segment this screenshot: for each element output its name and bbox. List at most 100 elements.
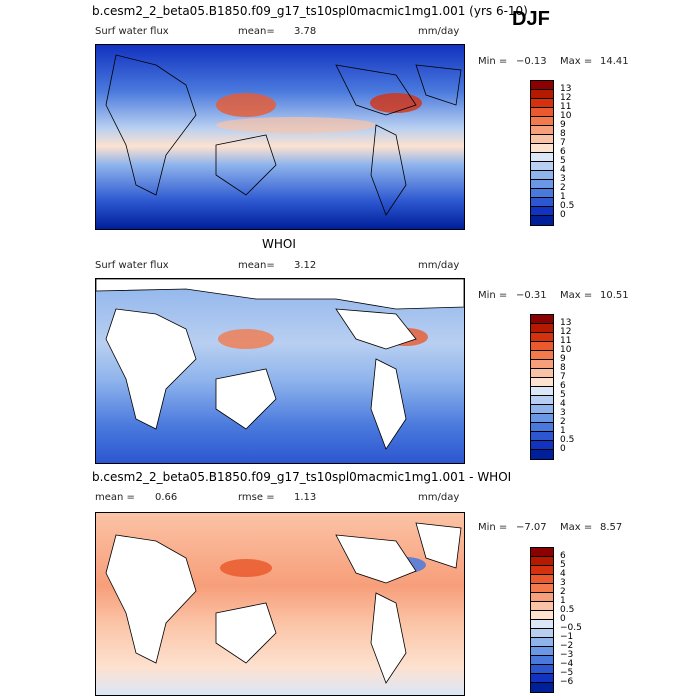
panel1-variable-label: Surf water flux — [95, 26, 169, 37]
panel1-max-label: Max = — [560, 56, 593, 67]
panel1-colorbar — [530, 80, 554, 226]
colorbar-tick-label: 10 — [560, 344, 572, 355]
colorbar-tick-label: −5 — [560, 667, 574, 678]
colorbar-tick-label: 11 — [560, 101, 572, 112]
colorbar-segment — [531, 81, 553, 90]
panel3-title: b.cesm2_2_beta05.B1850.f09_g17_ts10spl0m… — [92, 470, 512, 484]
colorbar-segment — [531, 99, 553, 108]
panel2-mean-label: mean= — [238, 260, 275, 271]
colorbar-segment — [531, 135, 553, 144]
colorbar-tick-label: 0.5 — [560, 200, 575, 211]
colorbar-segment — [531, 117, 553, 126]
colorbar-tick-label: 6 — [560, 146, 566, 157]
panel3-rmse-value: 1.13 — [294, 492, 317, 503]
colorbar-segment — [531, 611, 553, 620]
colorbar-tick-label: 1 — [560, 191, 566, 202]
colorbar-segment — [531, 189, 553, 198]
colorbar-segment — [531, 575, 553, 584]
panel2-max-label: Max = — [560, 290, 593, 301]
colorbar-tick-label: 0.5 — [560, 604, 575, 615]
panel1-min-value: −0.13 — [516, 56, 547, 67]
colorbar-tick-label: 4 — [560, 568, 566, 579]
colorbar-segment — [531, 441, 553, 450]
colorbar-tick-label: 3 — [560, 577, 566, 588]
colorbar-segment — [531, 396, 553, 405]
colorbar-segment — [531, 324, 553, 333]
panel3-map — [95, 512, 465, 696]
colorbar-tick-label: −0.5 — [560, 622, 582, 633]
colorbar-segment — [531, 198, 553, 207]
colorbar-segment — [531, 548, 553, 557]
colorbar-segment — [531, 584, 553, 593]
colorbar-segment — [531, 162, 553, 171]
panel1-mean-value: 3.78 — [294, 26, 317, 37]
colorbar-segment — [531, 566, 553, 575]
colorbar-tick-label: 11 — [560, 335, 572, 346]
panel3-max-label: Max = — [560, 522, 593, 533]
colorbar-tick-label: 5 — [560, 155, 566, 166]
colorbar-segment — [531, 207, 553, 216]
colorbar-segment — [531, 638, 553, 647]
colorbar-segment — [531, 557, 553, 566]
colorbar-tick-label: 2 — [560, 182, 566, 193]
colorbar-segment — [531, 602, 553, 611]
colorbar-segment — [531, 423, 553, 432]
colorbar-tick-label: 3 — [560, 407, 566, 418]
season-label: DJF — [512, 8, 550, 30]
panel2-mean-value: 3.12 — [294, 260, 317, 271]
colorbar-tick-label: 0 — [560, 209, 566, 220]
panel1-max-value: 14.41 — [600, 56, 629, 67]
colorbar-segment — [531, 171, 553, 180]
colorbar-segment — [531, 126, 553, 135]
colorbar-tick-label: 6 — [560, 380, 566, 391]
colorbar-segment — [531, 369, 553, 378]
colorbar-tick-label: 9 — [560, 353, 566, 364]
colorbar-tick-label: 0 — [560, 613, 566, 624]
panel3-max-value: 8.57 — [600, 522, 623, 533]
colorbar-segment — [531, 405, 553, 414]
colorbar-tick-label: 6 — [560, 550, 566, 561]
colorbar-tick-label: 8 — [560, 128, 566, 139]
colorbar-tick-label: 2 — [560, 586, 566, 597]
colorbar-segment — [531, 593, 553, 602]
colorbar-tick-label: −1 — [560, 631, 574, 642]
panel1-map — [95, 44, 465, 230]
colorbar-segment — [531, 432, 553, 441]
colorbar-segment — [531, 378, 553, 387]
colorbar-tick-label: −3 — [560, 649, 574, 660]
panel2-colorbar — [530, 314, 554, 460]
colorbar-tick-label: 12 — [560, 326, 572, 337]
panel2-variable-label: Surf water flux — [95, 260, 169, 271]
colorbar-tick-label: 7 — [560, 137, 566, 148]
colorbar-segment — [531, 665, 553, 674]
colorbar-segment — [531, 620, 553, 629]
panel1-min-label: Min = — [478, 56, 508, 67]
colorbar-tick-label: 1 — [560, 595, 566, 606]
colorbar-tick-label: 7 — [560, 371, 566, 382]
colorbar-segment — [531, 674, 553, 683]
colorbar-segment — [531, 333, 553, 342]
colorbar-tick-label: 1 — [560, 425, 566, 436]
colorbar-tick-label: 4 — [560, 398, 566, 409]
panel3-units: mm/day — [418, 492, 460, 503]
colorbar-segment — [531, 387, 553, 396]
colorbar-tick-label: −4 — [560, 658, 574, 669]
colorbar-segment — [531, 414, 553, 423]
colorbar-segment — [531, 315, 553, 324]
panel3-colorbar — [530, 547, 554, 693]
colorbar-segment — [531, 144, 553, 153]
panel1-mean-label: mean= — [238, 26, 275, 37]
colorbar-tick-label: 2 — [560, 416, 566, 427]
panel3-mean-label: mean = — [95, 492, 135, 503]
panel3-min-label: Min = — [478, 522, 508, 533]
colorbar-segment — [531, 450, 553, 459]
colorbar-segment — [531, 360, 553, 369]
panel2-max-value: 10.51 — [600, 290, 629, 301]
colorbar-tick-label: 3 — [560, 173, 566, 184]
colorbar-tick-label: 13 — [560, 317, 572, 328]
colorbar-tick-label: 5 — [560, 559, 566, 570]
colorbar-tick-label: 13 — [560, 83, 572, 94]
colorbar-tick-label: 12 — [560, 92, 572, 103]
colorbar-tick-label: 9 — [560, 119, 566, 130]
colorbar-tick-label: 0.5 — [560, 434, 575, 445]
